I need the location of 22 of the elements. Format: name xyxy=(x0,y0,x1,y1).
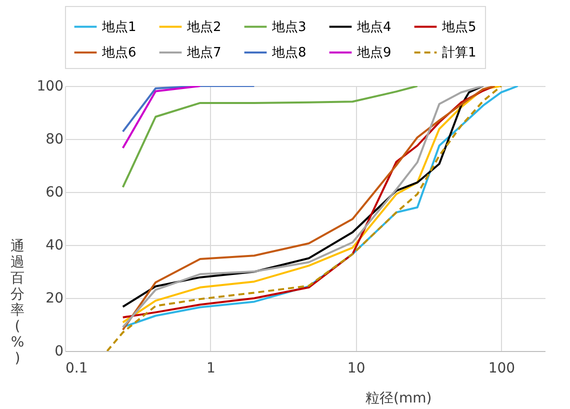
x-tick-label: 0.1 xyxy=(66,360,88,376)
legend-label: 地点8 xyxy=(271,46,306,60)
legend-label: 地点6 xyxy=(101,46,136,60)
y-tick-label: 60 xyxy=(46,184,64,200)
y-tick-label: 40 xyxy=(46,238,64,254)
legend-label: 地点1 xyxy=(101,20,136,35)
legend-label: 地点2 xyxy=(186,20,222,35)
legend-label: 地点7 xyxy=(186,46,222,60)
x-tick-label: 100 xyxy=(488,360,516,376)
x-axis-title: 粒径(mm) xyxy=(366,390,432,406)
legend-label: 地点5 xyxy=(441,20,476,35)
y-tick-label: 100 xyxy=(36,78,64,94)
legend-label: 地点3 xyxy=(271,20,306,35)
x-tick-label: 10 xyxy=(347,360,366,376)
x-tick-label: 1 xyxy=(206,360,216,376)
y-tick-label: 20 xyxy=(46,290,64,306)
y-axis-title: 通過百分率(%) xyxy=(10,238,24,366)
legend-label: 地点4 xyxy=(356,20,392,35)
legend-label: 地点9 xyxy=(356,46,392,60)
legend-label: 計算1 xyxy=(442,46,476,60)
y-tick-label: 0 xyxy=(54,344,64,360)
y-tick-label: 80 xyxy=(46,132,64,148)
